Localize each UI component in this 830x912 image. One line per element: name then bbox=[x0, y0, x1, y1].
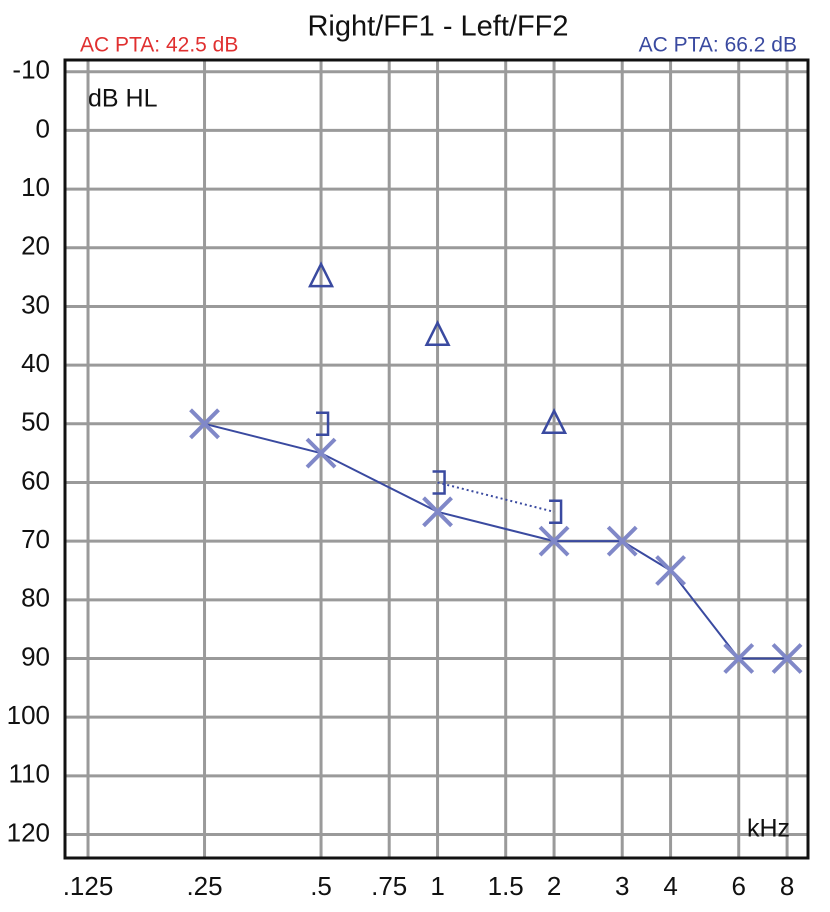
series-line bbox=[437, 481, 555, 513]
x-tick-label: .125 bbox=[63, 871, 114, 901]
marker-x bbox=[189, 408, 220, 440]
y-tick-label: 40 bbox=[21, 348, 50, 378]
marker-x bbox=[771, 643, 803, 674]
x-axis-label: kHz bbox=[747, 815, 790, 843]
x-tick-label: 3 bbox=[615, 871, 629, 901]
x-tick-label: 6 bbox=[731, 871, 745, 901]
marker-x bbox=[305, 437, 337, 469]
x-tick-label: 1.5 bbox=[488, 871, 524, 901]
y-tick-label: 50 bbox=[21, 407, 50, 437]
chart-title: Right/FF1 - Left/FF2 bbox=[307, 11, 568, 43]
marker-x bbox=[606, 525, 638, 557]
x-tick-label: 8 bbox=[780, 871, 794, 901]
x-tick-label: 2 bbox=[547, 871, 561, 901]
y-tick-label: -10 bbox=[12, 55, 50, 85]
y-tick-label: 90 bbox=[21, 641, 50, 671]
x-tick-label: 1 bbox=[430, 871, 444, 901]
x-tick-label: .5 bbox=[310, 871, 332, 901]
y-tick-label: 60 bbox=[21, 465, 50, 495]
marker-bracket bbox=[432, 470, 446, 495]
marker-triangle bbox=[541, 407, 568, 435]
marker-triangle bbox=[424, 319, 451, 347]
x-tick-label: .25 bbox=[186, 871, 222, 901]
marker-x bbox=[538, 525, 570, 557]
marker-triangle bbox=[308, 261, 335, 288]
y-tick-label: 70 bbox=[21, 524, 50, 554]
y-tick-label: 30 bbox=[21, 289, 50, 319]
y-tick-label: 0 bbox=[36, 113, 50, 143]
y-tick-label: 100 bbox=[7, 700, 50, 730]
marker-x bbox=[655, 555, 686, 586]
y-tick-label: 20 bbox=[21, 231, 50, 261]
marker-x bbox=[422, 496, 453, 528]
y-axis-label: dB HL bbox=[88, 85, 158, 113]
marker-bracket bbox=[549, 499, 563, 525]
plot-frame bbox=[63, 58, 810, 860]
y-tick-label: 10 bbox=[21, 172, 50, 202]
y-tick-label: 120 bbox=[7, 817, 50, 847]
x-tick-label: 4 bbox=[663, 871, 677, 901]
x-tick-label: .75 bbox=[371, 871, 407, 901]
y-tick-label: 110 bbox=[9, 759, 50, 789]
y-tick-label: 80 bbox=[21, 583, 50, 613]
pta-right: AC PTA: 42.5 dB bbox=[80, 34, 238, 57]
marker-bracket bbox=[316, 411, 330, 437]
series-line bbox=[204, 422, 788, 660]
pta-left: AC PTA: 66.2 dB bbox=[639, 34, 797, 57]
marker-x bbox=[723, 643, 755, 674]
